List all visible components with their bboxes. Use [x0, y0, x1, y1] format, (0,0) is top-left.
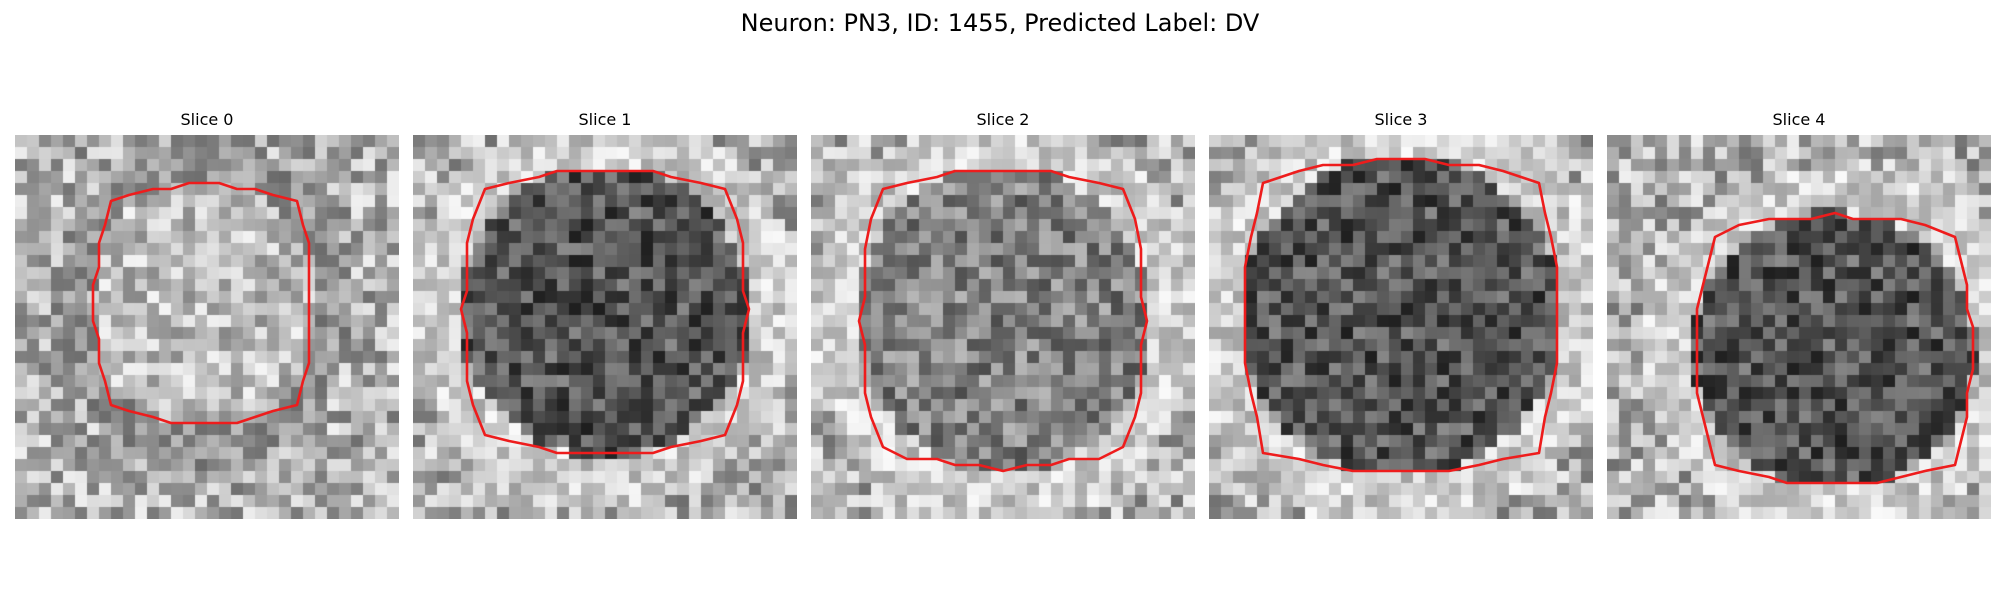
slice-panel-4: Slice 4: [1607, 108, 1991, 522]
slice-title-4: Slice 4: [1772, 110, 1826, 129]
slice-contour-layer-4: [1695, 211, 1975, 485]
slice-image-4: [1607, 135, 1991, 519]
slice-image-1: [413, 135, 797, 519]
slice-contour-layer-3: [1243, 157, 1559, 473]
neuron-contour-2: [857, 169, 1149, 473]
slice-contour-layer-0: [91, 181, 311, 425]
slice-contour-layer-1: [459, 169, 751, 455]
neuron-contour-0: [91, 181, 311, 425]
neuron-contour-3: [1243, 157, 1559, 473]
slice-panel-1: Slice 1: [413, 108, 797, 522]
neuron-contour-1: [459, 169, 751, 455]
slice-panel-0: Slice 0: [15, 108, 399, 522]
slice-title-2: Slice 2: [976, 110, 1030, 129]
figure-title: Neuron: PN3, ID: 1455, Predicted Label: …: [740, 9, 1260, 37]
slice-image-2: [811, 135, 1195, 519]
slice-title-3: Slice 3: [1374, 110, 1428, 129]
neuron-contour-4: [1695, 211, 1975, 485]
slice-panel-2: Slice 2: [811, 108, 1195, 522]
slice-contour-layer-2: [857, 169, 1149, 473]
slice-title-0: Slice 0: [180, 110, 234, 129]
slice-image-0: [15, 135, 399, 519]
slice-panel-3: Slice 3: [1209, 108, 1593, 522]
slice-title-1: Slice 1: [578, 110, 632, 129]
